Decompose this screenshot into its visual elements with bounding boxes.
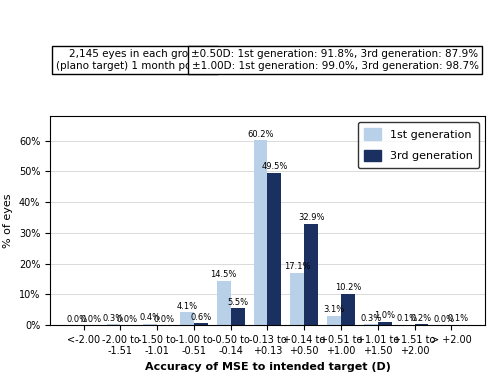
Bar [180, 312, 194, 325]
Text: 0.1%: 0.1% [397, 314, 418, 323]
Text: ±0.50D: 1st generation: 91.8%, 3rd generation: 87.9%
±1.00D: 1st generation: 99.: ±0.50D: 1st generation: 91.8%, 3rd gener… [192, 49, 478, 71]
Text: 3.1%: 3.1% [324, 305, 344, 314]
Bar [268, 173, 281, 325]
Text: 0.3%: 0.3% [360, 313, 382, 323]
Bar [304, 224, 318, 325]
Bar [364, 324, 378, 325]
Bar [414, 324, 428, 325]
Text: 17.1%: 17.1% [284, 262, 310, 271]
Bar [217, 281, 230, 325]
Bar [327, 315, 341, 325]
Bar [378, 322, 392, 325]
Text: 0.0%: 0.0% [154, 315, 175, 324]
Text: 0.0%: 0.0% [80, 315, 102, 324]
Bar [230, 308, 244, 325]
Text: 0.0%: 0.0% [66, 315, 88, 324]
Bar [106, 324, 120, 325]
Bar [341, 294, 355, 325]
Text: 0.0%: 0.0% [117, 315, 138, 324]
Text: 0.2%: 0.2% [411, 314, 432, 323]
Text: 1.0%: 1.0% [374, 312, 396, 320]
Text: 14.5%: 14.5% [210, 270, 237, 279]
Text: 0.3%: 0.3% [103, 313, 124, 323]
Text: 0.0%: 0.0% [434, 315, 455, 324]
Text: 0.4%: 0.4% [140, 313, 161, 322]
X-axis label: Accuracy of MSE to intended target (D): Accuracy of MSE to intended target (D) [144, 362, 390, 372]
Text: 60.2%: 60.2% [248, 130, 274, 139]
Text: 10.2%: 10.2% [335, 283, 361, 292]
Y-axis label: % of eyes: % of eyes [3, 194, 13, 248]
Text: 5.5%: 5.5% [227, 298, 248, 307]
Text: 0.6%: 0.6% [190, 313, 212, 322]
Bar [254, 140, 268, 325]
Bar [144, 324, 157, 325]
Text: 32.9%: 32.9% [298, 214, 324, 223]
Text: 0.1%: 0.1% [448, 314, 469, 323]
Legend: 1st generation, 3rd generation: 1st generation, 3rd generation [358, 122, 480, 168]
Text: 4.1%: 4.1% [176, 302, 198, 311]
Text: 2,145 eyes in each group
(plano target) 1 month postop: 2,145 eyes in each group (plano target) … [56, 49, 214, 71]
Bar [194, 323, 208, 325]
Bar [290, 272, 304, 325]
Text: 49.5%: 49.5% [262, 163, 287, 171]
